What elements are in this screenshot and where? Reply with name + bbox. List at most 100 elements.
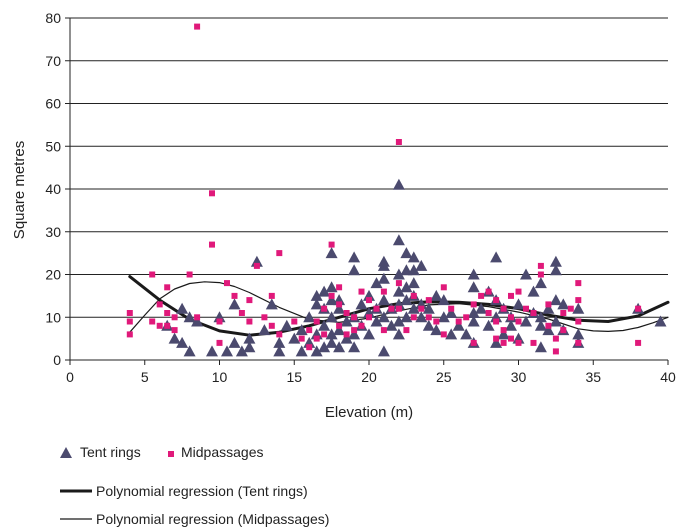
tent-ring-point bbox=[430, 324, 443, 336]
midpassage-point bbox=[336, 301, 343, 308]
midpassage-point bbox=[186, 271, 193, 278]
tent-ring-point bbox=[310, 289, 323, 301]
midpassage-point bbox=[336, 322, 343, 329]
midpassage-point bbox=[455, 318, 462, 325]
midpassage-point bbox=[403, 327, 410, 334]
tent-ring-point bbox=[407, 264, 420, 276]
tent-ring-point bbox=[475, 302, 488, 314]
tent-ring-point bbox=[333, 302, 346, 314]
tent-ring-point bbox=[280, 319, 293, 331]
tent-ring-point bbox=[377, 272, 390, 284]
legend-item-midpassages: Midpassages bbox=[168, 444, 264, 460]
x-axis-ticks: 0 5 10 15 20 25 30 35 40 bbox=[66, 360, 676, 385]
midpassage-point bbox=[224, 280, 230, 287]
tent-ring-point bbox=[377, 345, 390, 357]
midpassage-point bbox=[395, 139, 402, 145]
midpassage-point bbox=[268, 322, 275, 329]
y-tick-label: 0 bbox=[53, 352, 61, 368]
tent-ring-point bbox=[467, 307, 480, 318]
tent-ring-point bbox=[467, 281, 480, 293]
midpassage-point bbox=[351, 314, 358, 321]
midpassage-point bbox=[246, 318, 253, 325]
tent-ring-point bbox=[377, 294, 390, 306]
tent-ring-point bbox=[370, 315, 383, 327]
tent-ring-point bbox=[549, 294, 562, 306]
tent-ring-point bbox=[385, 319, 398, 331]
tent-ring-point bbox=[437, 294, 450, 306]
tent-ring-point bbox=[235, 345, 248, 357]
midpassage-point bbox=[328, 241, 335, 248]
tent-ring-point bbox=[295, 324, 308, 336]
y-axis-ticks: 0 10 20 30 40 50 60 70 80 bbox=[45, 10, 70, 368]
midpassage-point bbox=[156, 301, 163, 308]
tent-ring-point bbox=[400, 281, 413, 293]
midpassage-point bbox=[508, 292, 514, 299]
tent-ring-point bbox=[377, 311, 390, 323]
tent-ring-point bbox=[422, 302, 435, 314]
midpassage-point bbox=[508, 314, 514, 321]
tent-ring-point bbox=[303, 311, 316, 323]
tent-ring-point bbox=[415, 311, 428, 323]
tent-ring-point bbox=[542, 324, 555, 336]
tent-ring-point bbox=[273, 336, 286, 348]
midpassage-point bbox=[478, 292, 485, 299]
midpassage-point bbox=[164, 310, 171, 316]
tent-ring-point bbox=[534, 319, 547, 331]
tent-ring-point bbox=[505, 319, 517, 331]
y-tick-label: 60 bbox=[45, 96, 61, 112]
tent-ring-point bbox=[400, 247, 413, 259]
midpassage-point bbox=[313, 318, 320, 325]
midpassage-point bbox=[149, 271, 156, 278]
midpassage-point bbox=[425, 314, 432, 321]
midpassage-point bbox=[164, 284, 171, 291]
tent-ring-point bbox=[325, 311, 338, 323]
midpassage-point bbox=[530, 339, 537, 346]
tent-ring-point bbox=[572, 302, 585, 314]
legend-triangle-icon bbox=[60, 447, 72, 458]
legend-item-trend-tent-rings: Polynomial regression (Tent rings) bbox=[60, 483, 308, 499]
tent-ring-point bbox=[654, 315, 667, 327]
midpassage-point bbox=[246, 297, 253, 304]
tent-ring-point bbox=[228, 298, 241, 310]
legend-square-icon bbox=[168, 451, 174, 457]
x-tick-label: 40 bbox=[660, 369, 676, 385]
y-tick-label: 40 bbox=[45, 181, 61, 197]
tent-ring-point bbox=[542, 302, 555, 314]
tent-ring-point bbox=[512, 298, 525, 310]
midpassage-point bbox=[343, 331, 350, 338]
midpassage-point bbox=[523, 305, 529, 312]
midpassage-point bbox=[410, 314, 417, 321]
midpassage-point bbox=[238, 310, 245, 316]
tent-ring-point bbox=[452, 319, 465, 331]
legend-item-tent-rings: Tent rings bbox=[60, 444, 141, 460]
tent-ring-point bbox=[340, 315, 353, 327]
tent-ring-point bbox=[482, 319, 495, 331]
midpassage-point bbox=[515, 339, 522, 346]
tent-ring-point bbox=[243, 332, 256, 344]
midpassage-point bbox=[493, 297, 500, 304]
midpassage-point bbox=[388, 305, 395, 312]
tent-ring-point bbox=[467, 268, 480, 280]
midpassage-point bbox=[380, 327, 387, 334]
midpassage-point bbox=[366, 314, 372, 321]
tent-ring-point bbox=[325, 336, 338, 348]
tent-ring-point bbox=[392, 315, 405, 327]
legend-label-tent-rings: Tent rings bbox=[80, 444, 141, 460]
tent-ring-point bbox=[400, 311, 413, 323]
midpassage-point bbox=[575, 280, 582, 287]
x-axis-title: Elevation (m) bbox=[325, 404, 413, 421]
midpassage-point bbox=[470, 301, 477, 308]
midpassage-point bbox=[575, 318, 582, 325]
tent-ring-point bbox=[497, 328, 510, 340]
midpassage-point bbox=[575, 339, 582, 346]
tent-ring-point bbox=[273, 345, 286, 357]
tent-ring-point bbox=[206, 345, 218, 357]
midpassage-point bbox=[291, 318, 298, 325]
midpassage-point bbox=[358, 288, 365, 295]
tent-ring-point bbox=[348, 264, 361, 276]
midpassage-point bbox=[306, 344, 313, 351]
midpassage-point bbox=[149, 318, 156, 325]
tent-ring-point bbox=[467, 315, 480, 327]
midpassage-point bbox=[126, 310, 133, 316]
